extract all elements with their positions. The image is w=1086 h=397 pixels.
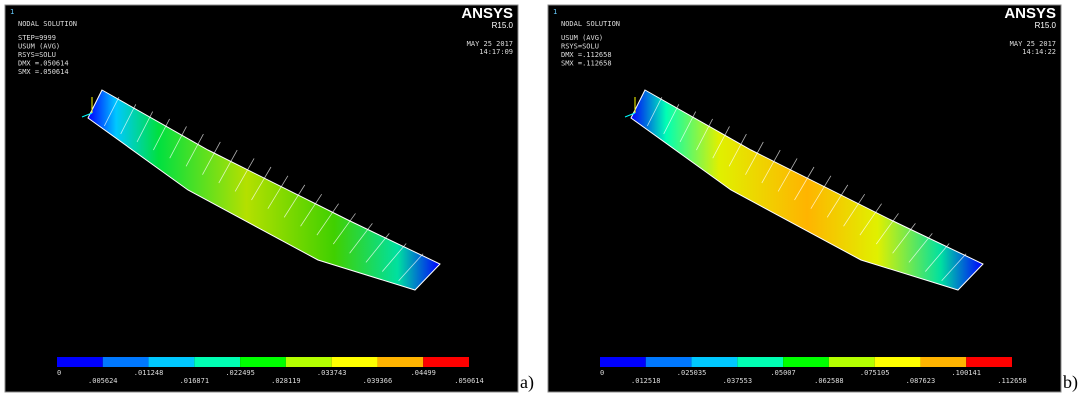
legend-swatch [829,357,875,367]
date: MAY 25 2017 [1010,40,1056,48]
legend-swatch [423,357,469,367]
legend-label: .075105 [860,369,890,377]
date: MAY 25 2017 [467,40,513,48]
legend-label: .011248 [134,369,164,377]
info-line: DMX =.050614 [18,60,69,68]
legend-swatch [920,357,966,367]
legend-swatch [966,357,1012,367]
legend-label: 0 [600,369,604,377]
logo: ANSYS [461,5,513,22]
legend-swatch [737,357,783,367]
window-id: 1 [553,8,557,16]
legend-label: .112658 [997,377,1027,385]
legend-label: .087623 [906,377,936,385]
legend-swatch [332,357,378,367]
info-line: SMX =.050614 [18,68,69,76]
info-line: RSYS=SOLU [561,43,599,51]
legend-swatch [286,357,332,367]
legend-swatch [57,357,103,367]
legend-swatch [240,357,286,367]
legend-label: .005624 [88,377,118,385]
legend-swatch [103,357,149,367]
time: 14:17:09 [479,48,513,56]
window-id: 1 [10,8,14,16]
legend-swatch [875,357,921,367]
legend-swatch [194,357,240,367]
legend-label: .100141 [951,369,981,377]
legend-swatch [149,357,195,367]
legend-swatch [692,357,738,367]
time: 14:14:22 [1022,48,1056,56]
info-line: RSYS=SOLU [18,51,56,59]
legend-label: 0 [57,369,61,377]
info-line: USUM (AVG) [18,43,60,51]
panel-label: a) [520,372,534,393]
legend-swatch [646,357,692,367]
legend-label: .033743 [317,369,347,377]
legend-label: .050614 [454,377,484,385]
figure: 1NODAL SOLUTIONSTEP=9999USUM (AVG)RSYS=S… [0,0,1086,397]
legend-label: .028119 [271,377,301,385]
legend-label: .016871 [180,377,210,385]
legend-label: .012518 [631,377,661,385]
legend-label: .022495 [225,369,255,377]
info-line: DMX =.112658 [561,51,612,59]
plot-title: NODAL SOLUTION [561,20,620,28]
legend-label: .025035 [677,369,707,377]
legend-label: .05007 [770,369,795,377]
info-line: STEP=9999 [18,34,56,42]
legend-label: .04499 [411,369,436,377]
logo: ANSYS [1004,5,1056,22]
plot-title: NODAL SOLUTION [18,20,77,28]
legend-label: .062588 [814,377,844,385]
legend-label: .039366 [363,377,393,385]
legend-label: .037553 [723,377,753,385]
info-line: USUM (AVG) [561,34,603,42]
info-line: SMX =.112658 [561,60,612,68]
panel-label: b) [1063,372,1078,393]
legend-swatch [377,357,423,367]
legend-swatch [600,357,646,367]
version: R15.0 [1035,21,1057,30]
version: R15.0 [492,21,514,30]
legend-swatch [783,357,829,367]
